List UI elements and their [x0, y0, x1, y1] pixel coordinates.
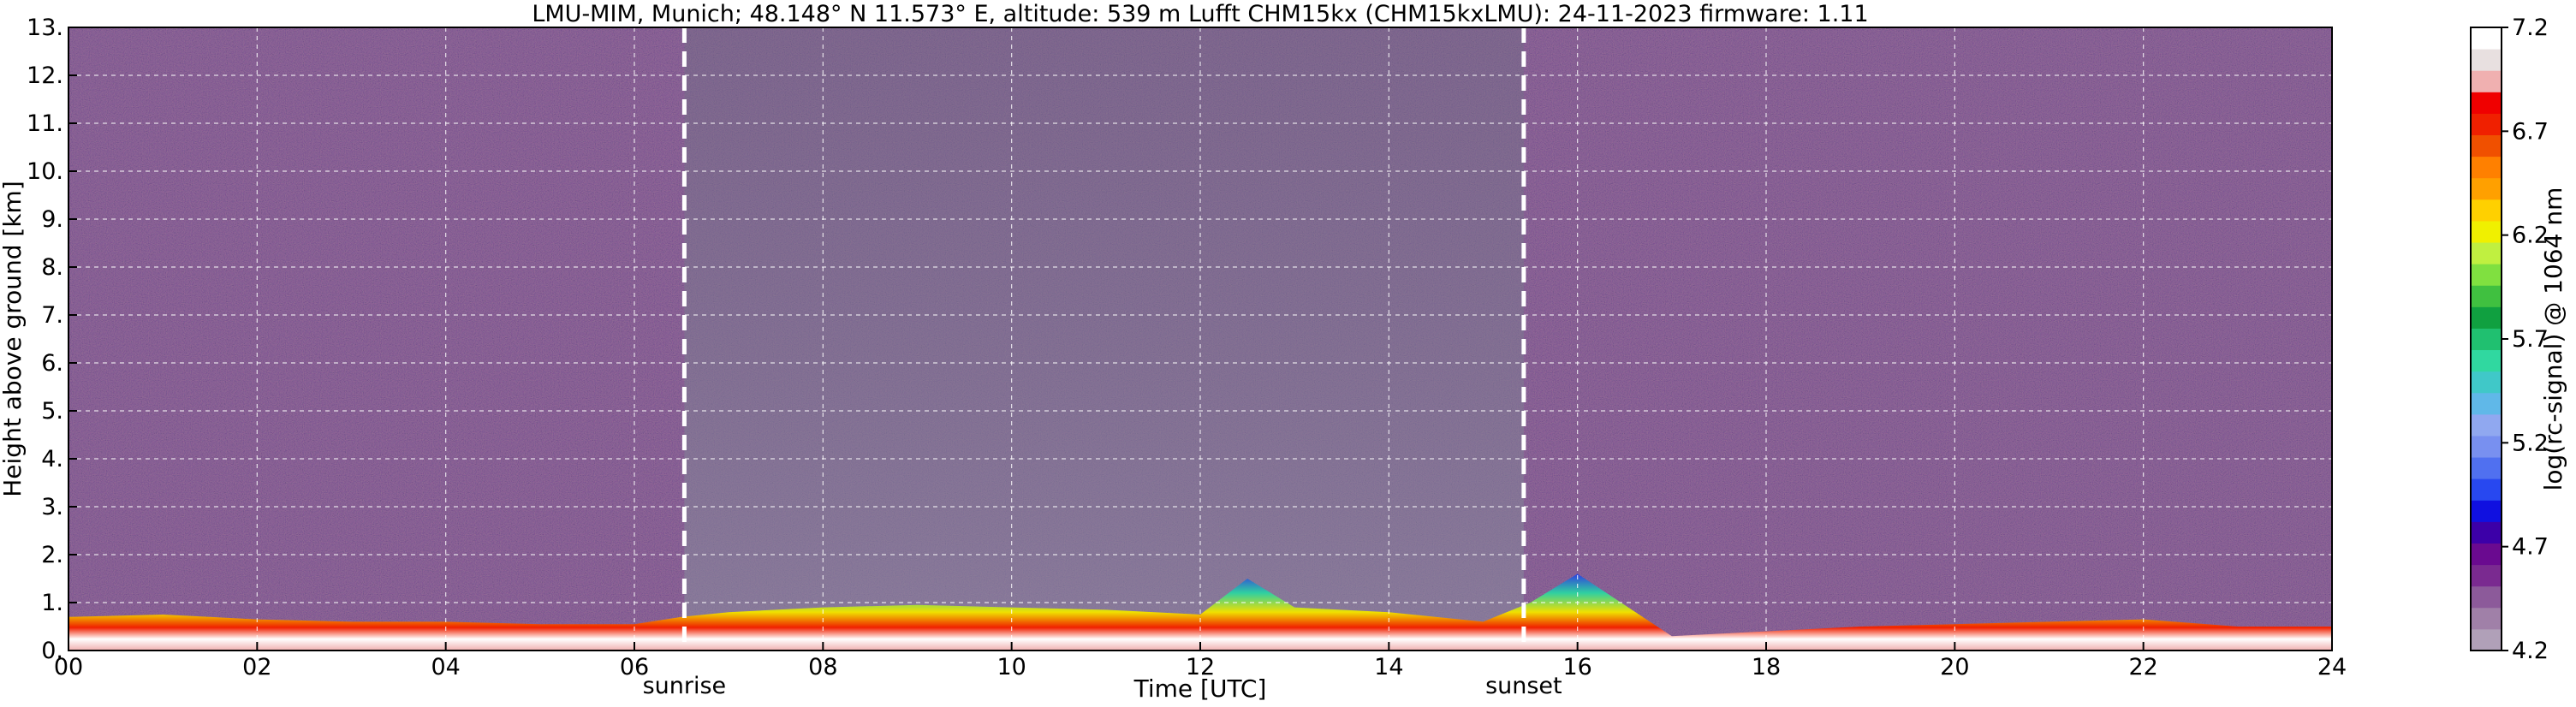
annotation-label-sunset: sunset: [1485, 673, 1562, 699]
colorbar-tick-label: 6.2: [2512, 223, 2549, 249]
colorbar-tick-label: 4.2: [2512, 638, 2549, 664]
y-axis-label: Height above ground [km]: [0, 181, 27, 497]
colorbar-swatch: [2471, 564, 2502, 587]
y-tick-label: 3.: [41, 494, 63, 520]
y-tick-label: 1.: [41, 590, 63, 616]
x-tick-label: 04: [431, 654, 460, 680]
colorbar-tick-label: 6.7: [2512, 118, 2549, 145]
colorbar-swatch: [2471, 285, 2502, 307]
colorbar-swatch: [2471, 70, 2502, 92]
y-tick-label: 4.: [41, 446, 63, 472]
y-tick-label: 5.: [41, 398, 63, 425]
colorbar-tick-label: 4.7: [2512, 534, 2549, 561]
annotations: sunrise sunset: [643, 27, 1562, 699]
colorbar-swatch: [2471, 134, 2502, 157]
colorbar-swatch: [2471, 177, 2502, 200]
colorbar-swatch: [2471, 392, 2502, 415]
colorbar-swatch: [2471, 349, 2502, 372]
colorbar-swatch: [2471, 113, 2502, 136]
colorbar-tick-label: 7.2: [2512, 15, 2549, 41]
colorbar-swatch: [2471, 478, 2502, 501]
x-tick-label: 06: [620, 654, 649, 680]
y-tick-label: 12.: [27, 62, 63, 89]
annotation-label-sunrise: sunrise: [643, 673, 727, 699]
y-tick-label: 11.: [27, 110, 63, 137]
y-tick-label: 7.: [41, 302, 63, 329]
daylight-band: [684, 27, 1524, 651]
x-tick-label: 02: [242, 654, 271, 680]
x-tick-label: 24: [2317, 654, 2347, 680]
colorbar: 4.2 4.7 5.2 5.7 6.2 6.7 7.2: [2470, 15, 2549, 664]
x-tick-label: 14: [1374, 654, 1403, 680]
colorbar-tick-label: 5.2: [2512, 430, 2549, 456]
x-tick-label: 18: [1752, 654, 1781, 680]
colorbar-swatch: [2471, 306, 2502, 329]
x-axis: 00 02 04 06 08 10 12 14 16 18 20 22 24: [54, 642, 2347, 680]
y-tick-label: 8.: [41, 254, 63, 281]
colorbar-swatch: [2471, 199, 2502, 222]
colorbar-swatch: [2471, 220, 2502, 243]
y-tick-label: 6.: [41, 350, 63, 377]
x-tick-label: 10: [996, 654, 1026, 680]
x-tick-label: 22: [2128, 654, 2157, 680]
colorbar-swatch: [2471, 242, 2502, 264]
colorbar-swatch: [2471, 371, 2502, 394]
colorbar-swatch: [2471, 27, 2502, 50]
y-tick-label: 2.: [41, 542, 63, 568]
colorbar-swatch: [2471, 435, 2502, 458]
colorbar-swatch: [2471, 585, 2502, 609]
colorbar-swatch: [2471, 628, 2502, 651]
boundary-layer-signal: [68, 573, 2332, 651]
colorbar-swatch: [2471, 264, 2502, 286]
y-tick-label: 9.: [41, 206, 63, 233]
x-axis-label: Time [UTC]: [1133, 674, 1267, 703]
colorbar-swatch: [2471, 49, 2502, 71]
x-tick-label: 08: [808, 654, 837, 680]
x-tick-label: 12: [1186, 654, 1215, 680]
colorbar-swatch: [2471, 413, 2502, 437]
x-tick-label: 20: [1940, 654, 1969, 680]
colorbar-swatch: [2471, 607, 2502, 630]
colorbar-swatch: [2471, 92, 2502, 114]
colorbar-tick-label: 5.7: [2512, 326, 2549, 353]
y-tick-label: 10.: [27, 158, 63, 185]
colorbar-swatch: [2471, 500, 2502, 522]
x-tick-label: 16: [1562, 654, 1591, 680]
colorbar-swatch: [2471, 543, 2502, 566]
y-tick-label: 13.: [27, 15, 63, 41]
grid-lines: [68, 27, 2332, 651]
colorbar-swatch: [2471, 521, 2502, 544]
colorbar-swatch: [2471, 156, 2502, 179]
x-tick-label: 00: [54, 654, 83, 680]
colorbar-swatch: [2471, 457, 2502, 479]
y-axis: 0. 1. 2. 3. 4. 5. 6. 7. 8. 9. 10. 11. 12. 13.: [27, 15, 77, 664]
chart-title: LMU-MIM, Munich; 48.148° N 11.573° E, al…: [532, 1, 1868, 27]
colorbar-swatch: [2471, 328, 2502, 351]
colorbar-label: log(rc-signal) @ 1064 nm: [2539, 187, 2567, 491]
y-tick-label: 0.: [41, 638, 63, 664]
